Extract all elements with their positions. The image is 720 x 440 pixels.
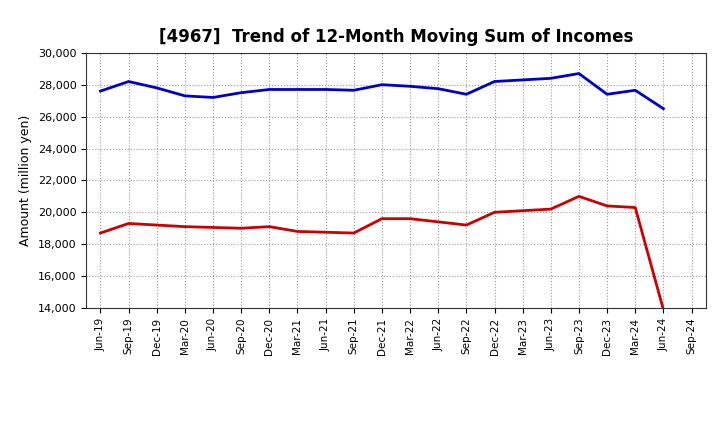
Net Income — [575, 194, 583, 199]
Ordinary Income — [434, 86, 443, 92]
Ordinary Income — [125, 79, 133, 84]
Ordinary Income — [518, 77, 527, 83]
Net Income — [518, 208, 527, 213]
Net Income — [181, 224, 189, 229]
Net Income — [349, 231, 358, 236]
Ordinary Income — [377, 82, 386, 87]
Ordinary Income — [631, 88, 639, 93]
Net Income — [406, 216, 415, 221]
Ordinary Income — [406, 84, 415, 89]
Net Income — [490, 210, 499, 215]
Ordinary Income — [181, 93, 189, 99]
Line: Net Income: Net Income — [101, 196, 663, 310]
Net Income — [321, 230, 330, 235]
Net Income — [209, 225, 217, 230]
Net Income — [265, 224, 274, 229]
Ordinary Income — [462, 92, 471, 97]
Ordinary Income — [153, 85, 161, 91]
Ordinary Income — [96, 88, 105, 94]
Net Income — [237, 226, 246, 231]
Net Income — [293, 229, 302, 234]
Net Income — [153, 222, 161, 228]
Ordinary Income — [237, 90, 246, 95]
Net Income — [434, 219, 443, 224]
Ordinary Income — [490, 79, 499, 84]
Net Income — [96, 231, 105, 236]
Ordinary Income — [293, 87, 302, 92]
Net Income — [462, 222, 471, 228]
Ordinary Income — [546, 76, 555, 81]
Ordinary Income — [349, 88, 358, 93]
Net Income — [377, 216, 386, 221]
Ordinary Income — [321, 87, 330, 92]
Net Income — [631, 205, 639, 210]
Ordinary Income — [575, 71, 583, 76]
Line: Ordinary Income: Ordinary Income — [101, 73, 663, 109]
Ordinary Income — [603, 92, 611, 97]
Net Income — [603, 203, 611, 209]
Ordinary Income — [265, 87, 274, 92]
Ordinary Income — [659, 106, 667, 111]
Net Income — [659, 307, 667, 312]
Y-axis label: Amount (million yen): Amount (million yen) — [19, 115, 32, 246]
Net Income — [546, 206, 555, 212]
Ordinary Income — [209, 95, 217, 100]
Title: [4967]  Trend of 12-Month Moving Sum of Incomes: [4967] Trend of 12-Month Moving Sum of I… — [159, 28, 633, 46]
Net Income — [125, 221, 133, 226]
